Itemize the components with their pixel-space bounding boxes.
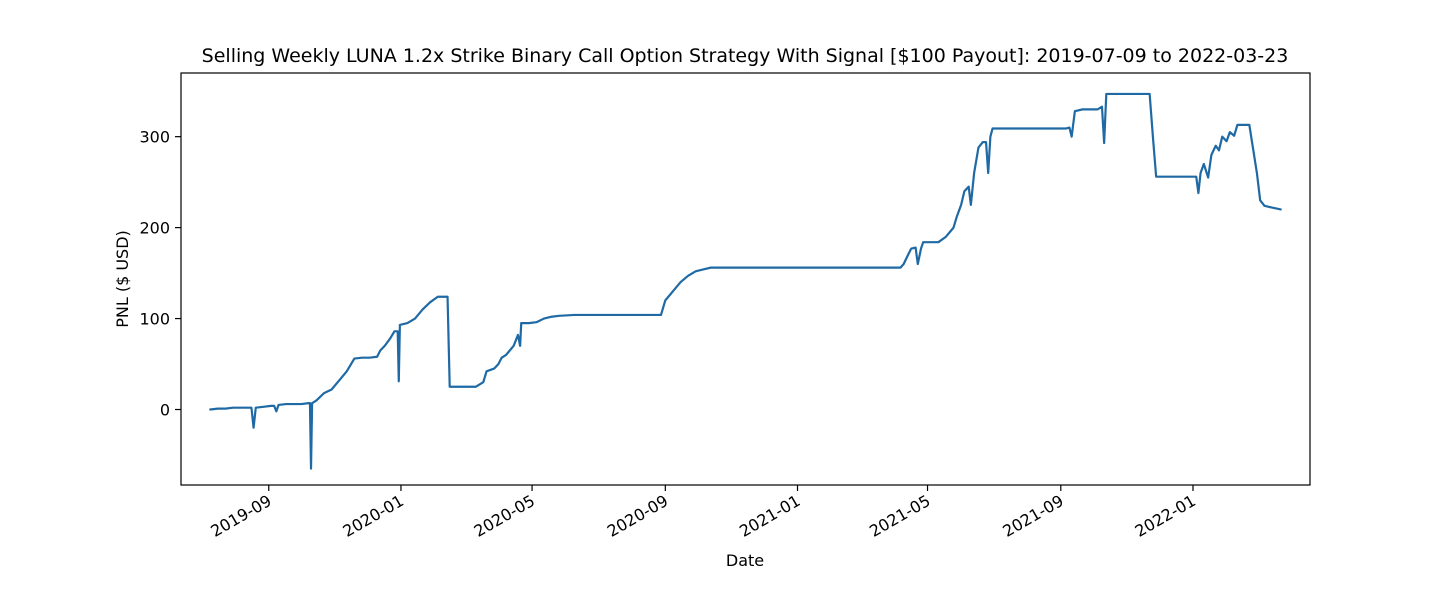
axes-frame bbox=[180, 72, 1311, 486]
y-tick-label: 100 bbox=[139, 310, 170, 329]
y-axis-label: PNL ($ USD) bbox=[113, 230, 132, 328]
x-axis-label: Date bbox=[726, 551, 764, 570]
series-line-0 bbox=[209, 92, 1282, 470]
chart-title: Selling Weekly LUNA 1.2x Strike Binary C… bbox=[202, 45, 1289, 67]
y-tick-label: 300 bbox=[139, 128, 170, 147]
y-tick-label: 200 bbox=[139, 219, 170, 238]
y-tick-label: 0 bbox=[160, 401, 170, 420]
